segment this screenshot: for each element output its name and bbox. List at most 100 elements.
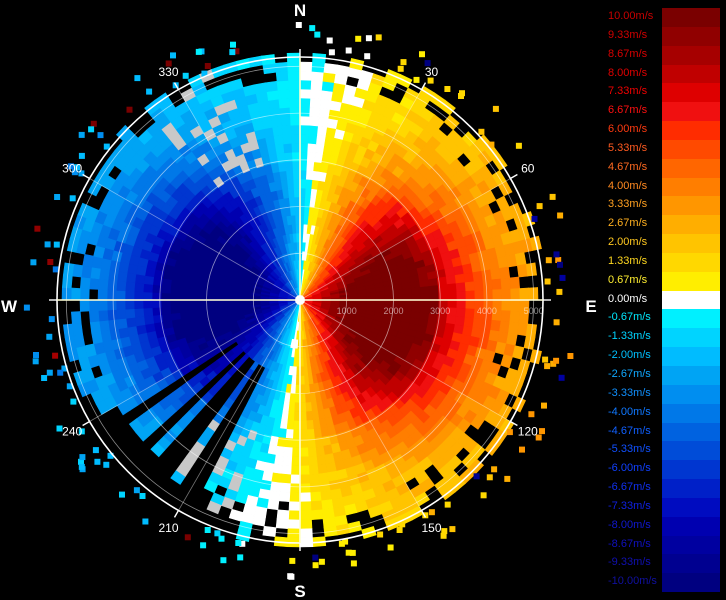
clutter-cell	[542, 356, 549, 363]
velocity-cell	[292, 429, 301, 440]
legend-swatch	[662, 196, 720, 216]
velocity-cell	[169, 299, 180, 308]
legend-swatch	[662, 102, 720, 122]
velocity-cell	[169, 305, 181, 314]
clutter-cell	[146, 88, 153, 95]
velocity-cell	[428, 285, 440, 294]
compass-east-label: E	[585, 297, 596, 316]
velocity-color-legend: 10.00m/s 9.33m/s 8.67m/s 8.00m/s 7.33m/s 6.67…	[606, 8, 726, 593]
velocity-cell	[303, 375, 310, 386]
range-label: 5000	[524, 306, 544, 316]
clutter-cell	[78, 463, 85, 470]
velocity-cell	[307, 455, 318, 467]
velocity-cell	[299, 88, 312, 99]
compass-west-label: W	[1, 297, 18, 316]
legend-label: -2.67m/s	[608, 367, 651, 380]
clutter-cell	[195, 48, 202, 55]
clutter-cell	[545, 257, 552, 264]
azimuth-label: 240	[62, 425, 82, 439]
legend-label: 2.67m/s	[608, 217, 648, 230]
clutter-cell	[119, 491, 125, 498]
velocity-cell	[317, 125, 328, 137]
clutter-cell	[94, 458, 101, 465]
range-label: 3000	[430, 306, 450, 316]
clutter-cell	[556, 288, 563, 295]
legend-entry: 0.67m/s	[606, 271, 724, 291]
velocity-cell	[455, 307, 467, 318]
velocity-cell	[287, 178, 295, 189]
velocity-cell	[410, 280, 421, 289]
velocity-cell	[299, 178, 307, 189]
velocity-cell	[160, 285, 172, 294]
clutter-cell	[444, 501, 451, 508]
azimuth-label: 120	[518, 425, 538, 439]
clutter-cell	[48, 316, 55, 323]
legend-label: -7.33m/s	[608, 499, 651, 512]
clutter-cell	[52, 266, 59, 273]
velocity-cell	[402, 287, 413, 295]
clutter-cell	[165, 60, 172, 67]
legend-entry: -9.33m/s	[606, 554, 724, 574]
clutter-cell	[326, 37, 333, 44]
velocity-cell	[283, 142, 293, 154]
legend-label: -6.67m/s	[608, 481, 651, 493]
velocity-cell	[483, 289, 494, 301]
clutter-cell	[79, 454, 86, 461]
clutter-cell	[44, 241, 51, 248]
velocity-cell	[299, 70, 313, 81]
velocity-cell	[279, 106, 291, 118]
azimuth-spoke	[299, 89, 422, 301]
legend-label: -4.67m/s	[608, 424, 651, 437]
velocity-cell	[170, 470, 186, 485]
clutter-cell	[506, 429, 513, 436]
velocity-cell	[290, 214, 297, 225]
velocity-cell	[106, 299, 117, 311]
clutter-cell	[47, 259, 54, 265]
clutter-cell	[78, 458, 84, 465]
clutter-cell	[544, 363, 551, 370]
legend-swatch	[662, 26, 720, 46]
velocity-cell	[270, 472, 283, 484]
velocity-cell	[289, 492, 301, 503]
velocity-cell	[133, 299, 144, 310]
clutter-cell	[184, 534, 191, 541]
legend-entry: -8.67m/s	[606, 535, 724, 555]
clutter-cell	[57, 369, 64, 376]
velocity-cell	[179, 311, 190, 320]
velocity-cell	[125, 317, 137, 328]
velocity-cell	[79, 276, 91, 290]
velocity-cell	[289, 483, 301, 494]
velocity-cell	[304, 393, 312, 404]
velocity-cell	[454, 273, 466, 284]
clutter-cell	[428, 509, 435, 516]
legend-label: -0.67m/s	[608, 311, 651, 324]
velocity-cell	[124, 308, 136, 319]
legend-entry: -7.33m/s	[606, 497, 724, 517]
velocity-cell	[456, 290, 467, 301]
legend-label: 9.33m/s	[608, 28, 648, 41]
velocity-cell	[228, 508, 244, 522]
clutter-cell	[214, 530, 221, 537]
legend-swatch	[662, 252, 720, 272]
velocity-cell	[464, 281, 476, 292]
clutter-cell	[200, 542, 207, 549]
clutter-cell	[74, 164, 80, 171]
legend-entry: 6.67m/s	[606, 102, 724, 122]
legend-entry: 10.00m/s	[606, 8, 724, 27]
velocity-cell	[447, 291, 458, 301]
velocity-cell	[470, 414, 485, 430]
velocity-cell	[294, 393, 301, 404]
velocity-cell	[311, 70, 325, 82]
velocity-cell	[280, 179, 289, 190]
velocity-cell	[299, 429, 308, 440]
velocity-cell	[275, 70, 289, 82]
legend-swatch	[662, 403, 720, 423]
velocity-cell	[88, 277, 100, 290]
legend-swatch	[662, 215, 720, 235]
velocity-cell	[491, 278, 503, 291]
legend-entry: 9.33m/s	[606, 26, 724, 46]
legend-entry: 8.00m/s	[606, 64, 724, 84]
velocity-cell	[282, 455, 293, 467]
clutter-cell	[345, 47, 352, 54]
legend-label: -5.33m/s	[608, 443, 651, 456]
